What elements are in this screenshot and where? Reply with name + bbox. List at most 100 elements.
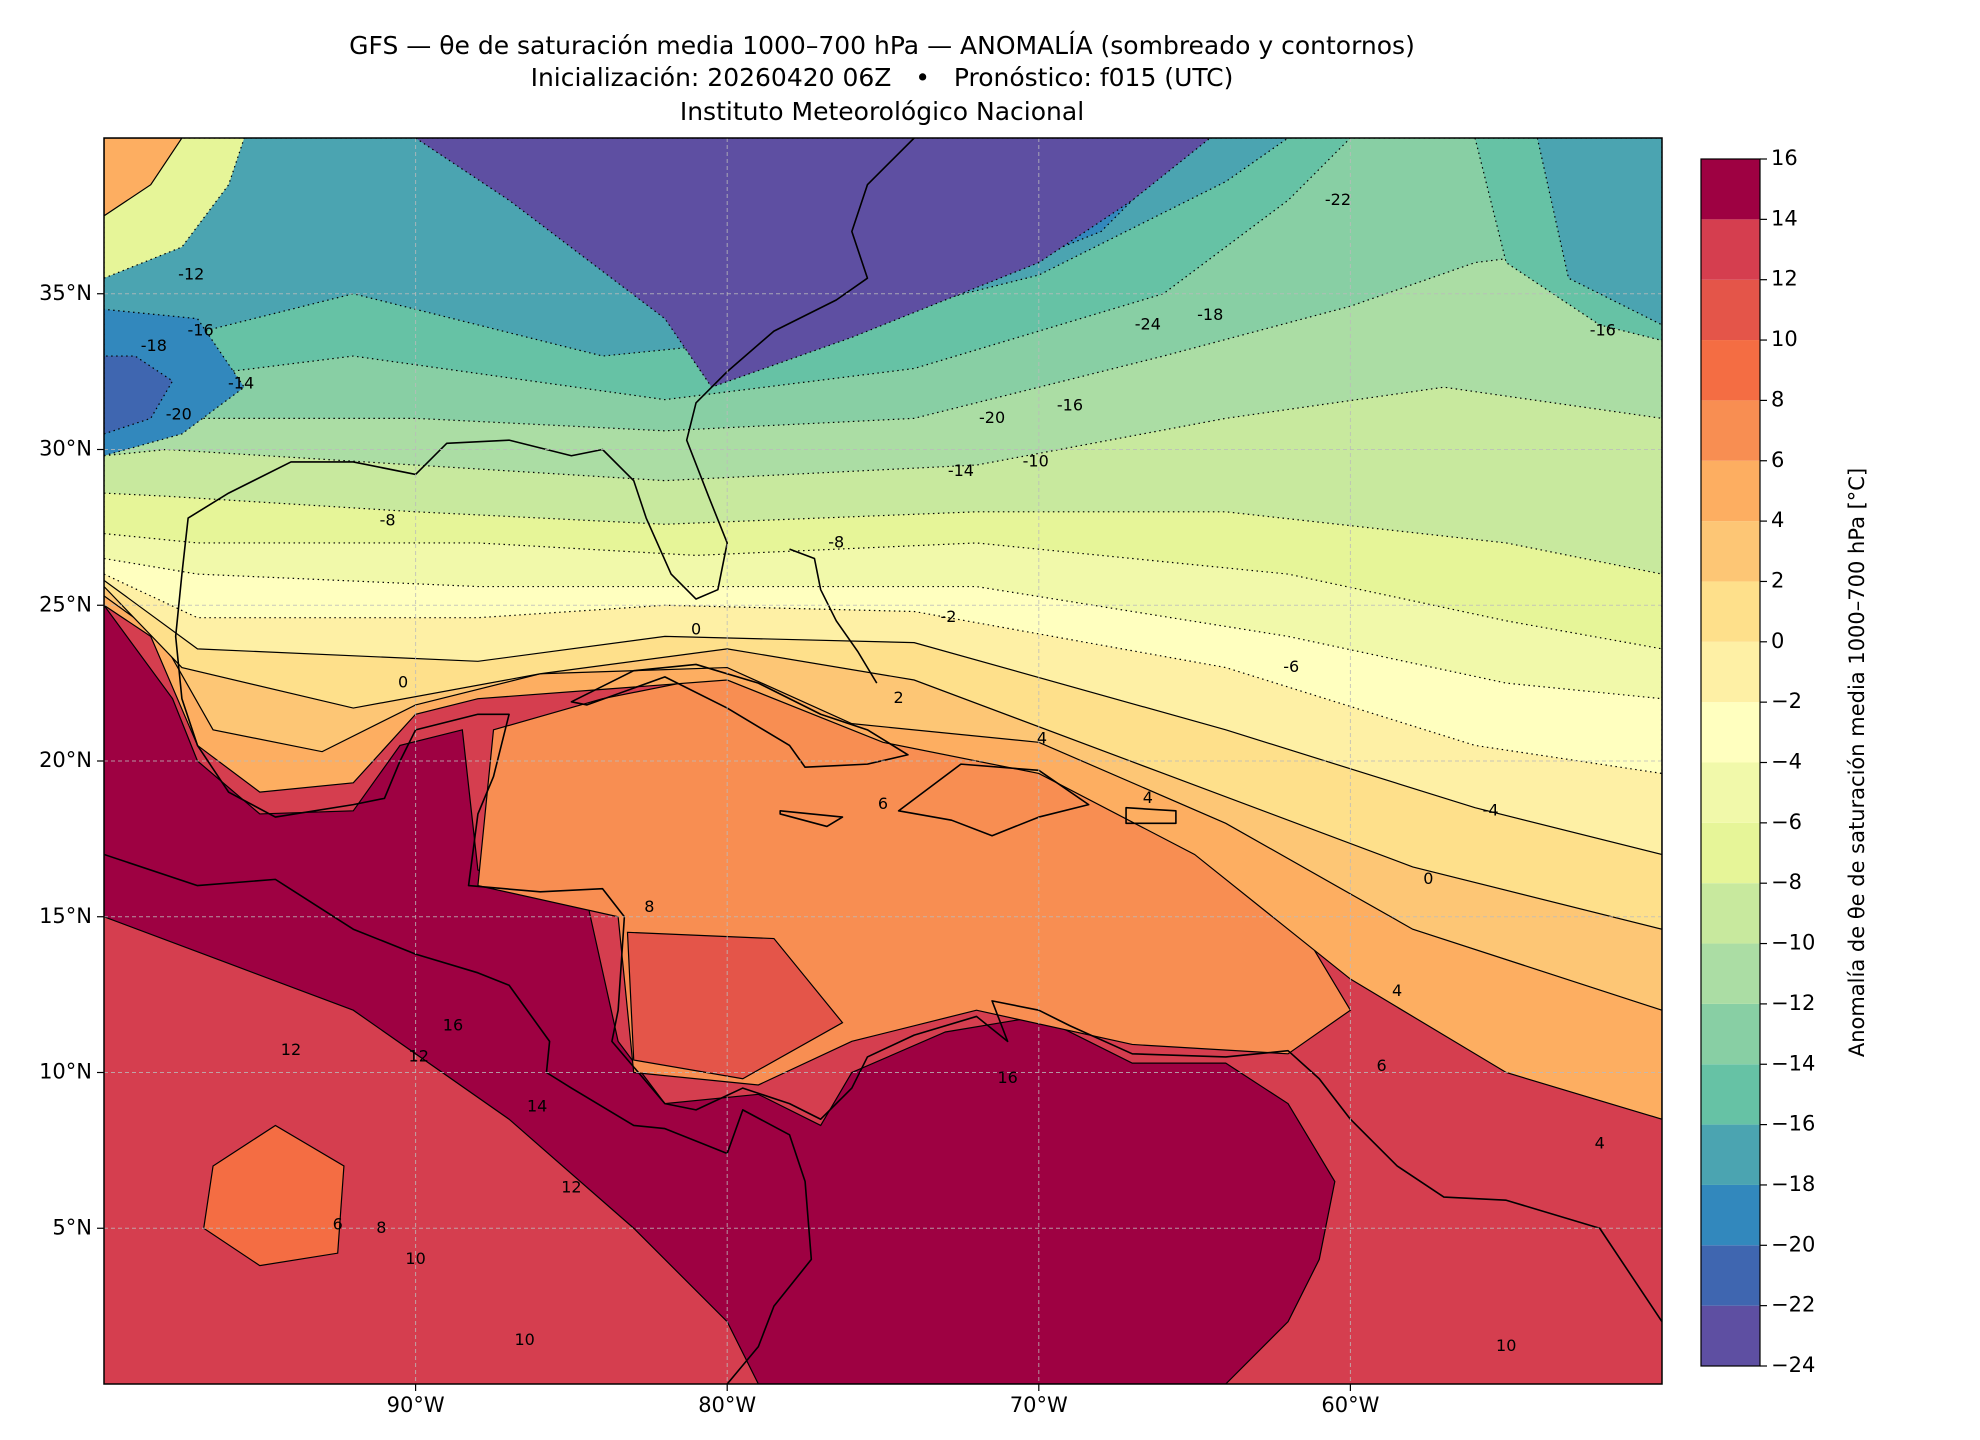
contour-label: 10: [1496, 1336, 1516, 1355]
x-tick-label: 70°W: [1010, 1393, 1068, 1417]
colorbar-tick-label: 6: [1771, 448, 1784, 472]
subtitle: Inicialización: 20260420 06Z • Pronóstic…: [531, 63, 1234, 92]
grid: [104, 138, 1662, 1384]
contour-label: 16: [443, 1015, 463, 1034]
title: GFS — θe de saturación media 1000–700 hP…: [349, 31, 1415, 60]
field-region: [416, 138, 1211, 387]
colorbar-tick-label: 16: [1771, 146, 1798, 170]
colorbar-tick-label: 10: [1771, 327, 1798, 351]
x-tick-label: 60°W: [1321, 1393, 1379, 1417]
contour-label: 4: [1143, 788, 1153, 807]
contour-label: 2: [893, 688, 903, 707]
colorbar-label: Anomalía de θe de saturación media 1000–…: [1845, 468, 1869, 1057]
coastline: [1126, 808, 1176, 824]
contour-label: 4: [1037, 729, 1047, 748]
colorbar-bin: [1701, 219, 1760, 280]
contour-label: -2: [940, 607, 956, 626]
colorbar-bin: [1701, 1245, 1760, 1306]
contour-label: 0: [398, 673, 408, 692]
contour-label: 4: [1595, 1134, 1605, 1153]
colorbar-bin: [1701, 1124, 1760, 1185]
colorbar-tick-label: −10: [1771, 931, 1815, 955]
x-tick-label: 90°W: [387, 1393, 445, 1417]
field: [104, 138, 1662, 1384]
coastline: [104, 854, 811, 1384]
contour-label: 6: [878, 794, 888, 813]
colorbar-bin: [1701, 1184, 1760, 1246]
colorbar-bin: [1701, 1003, 1760, 1065]
x-tick-label: 80°W: [698, 1393, 756, 1417]
y-tick-label: 35°N: [39, 281, 92, 305]
colorbar-tick-label: −20: [1771, 1232, 1815, 1256]
colorbar: −24−22−20−18−16−14−12−10−8−6−4−202468101…: [1700, 146, 1869, 1377]
contour-label: 14: [527, 1096, 547, 1115]
y-tick-label: 15°N: [39, 904, 92, 928]
colorbar-tick-label: 12: [1771, 267, 1798, 291]
contour-label: -18: [141, 336, 167, 355]
contour-label: -8: [380, 511, 396, 530]
colorbar-tick-label: 14: [1771, 206, 1798, 230]
contour-label: 6: [1376, 1056, 1386, 1075]
contour-label: -4: [1483, 800, 1499, 819]
contour-label: 8: [376, 1218, 386, 1237]
field-region: [1537, 138, 1662, 325]
coastline: [182, 138, 914, 599]
colorbar-bin: [1701, 400, 1760, 461]
colorbar-bin: [1701, 159, 1760, 220]
colorbar-bin: [1701, 943, 1760, 1004]
colorbar-bin: [1701, 1305, 1760, 1366]
colorbar-tick-label: −2: [1771, 689, 1802, 713]
colorbar-bin: [1701, 279, 1760, 341]
colorbar-bin: [1701, 460, 1760, 522]
contour-label: 8: [644, 897, 654, 916]
contour-label: -14: [948, 461, 974, 480]
colorbar-bin: [1701, 702, 1760, 763]
contour-label: 12: [281, 1040, 301, 1059]
colorbar-bin: [1701, 641, 1760, 703]
contour-label: -20: [979, 408, 1005, 427]
map-area: -8 -8 -2 -6 -4 0 0 0 2 4 4 4 4 6 6 6 8 8 10 10 10 12 12 12 14 16 1…: [104, 138, 1662, 1384]
y-tick-label: 20°N: [39, 748, 92, 772]
coastline: [571, 664, 908, 767]
contour-label: 16: [997, 1068, 1017, 1087]
colorbar-bin: [1701, 340, 1760, 401]
contour-label: -20: [166, 405, 192, 424]
field-region: [104, 356, 173, 434]
y-tick-label: 25°N: [39, 592, 92, 616]
y-tick-label: 5°N: [52, 1215, 92, 1239]
colorbar-tick-label: −16: [1771, 1112, 1815, 1136]
colorbar-bin: [1701, 1064, 1760, 1125]
contour-label: 12: [409, 1046, 429, 1065]
colorbar-bin: [1701, 762, 1760, 823]
coastline: [176, 574, 1662, 1322]
colorbar-tick-label: −24: [1771, 1353, 1815, 1377]
contour-label: 0: [691, 620, 701, 639]
institution: Instituto Meteorológico Nacional: [680, 97, 1084, 126]
contour-label: -16: [1590, 321, 1616, 340]
contour-label: -18: [1197, 305, 1223, 324]
contour-label: -22: [1325, 190, 1351, 209]
contour-label: 6: [333, 1215, 343, 1234]
contour-label: -8: [828, 532, 844, 551]
colorbar-bin: [1701, 822, 1760, 884]
colorbar-bin: [1701, 521, 1760, 582]
contour-label: 12: [561, 1177, 581, 1196]
contour-label: -14: [228, 374, 254, 393]
colorbar-tick-label: −18: [1771, 1172, 1815, 1196]
colorbar-tick-label: 0: [1771, 629, 1784, 653]
contour-label: -16: [188, 321, 214, 340]
contour-label: -24: [1135, 314, 1161, 333]
colorbar-bin: [1701, 581, 1760, 642]
contour-label: 10: [405, 1249, 425, 1268]
colorbar-tick-label: −4: [1771, 750, 1802, 774]
axes: 90°W 80°W 70°W 60°W 5°N 10°N 15°N 20°N 25°N 30°N 3…: [39, 281, 1380, 1417]
colorbar-tick-label: −8: [1771, 870, 1802, 894]
colorbar-tick-label: −6: [1771, 810, 1802, 834]
contour-label: -12: [178, 265, 204, 284]
colorbar-tick-label: −12: [1771, 991, 1815, 1015]
contour-labels: -8 -8 -2 -6 -4 0 0 0 2 4 4 4 4 6 6 6 8 8 10 10 10 12 12 12 14 16 1…: [141, 190, 1616, 1355]
contour-label: -16: [1057, 395, 1083, 414]
y-tick-label: 30°N: [39, 437, 92, 461]
